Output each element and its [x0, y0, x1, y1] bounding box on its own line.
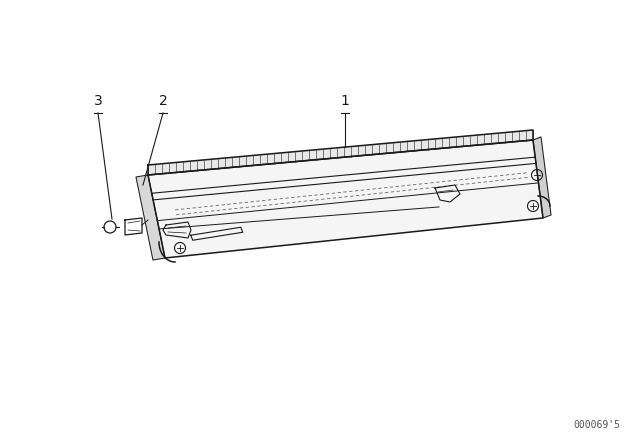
- Polygon shape: [136, 175, 165, 260]
- Polygon shape: [148, 130, 533, 175]
- Polygon shape: [148, 140, 543, 258]
- Text: 1: 1: [340, 94, 349, 108]
- Text: 3: 3: [93, 94, 102, 108]
- Polygon shape: [533, 137, 551, 218]
- Text: 000069'5: 000069'5: [573, 420, 620, 430]
- Text: 2: 2: [159, 94, 168, 108]
